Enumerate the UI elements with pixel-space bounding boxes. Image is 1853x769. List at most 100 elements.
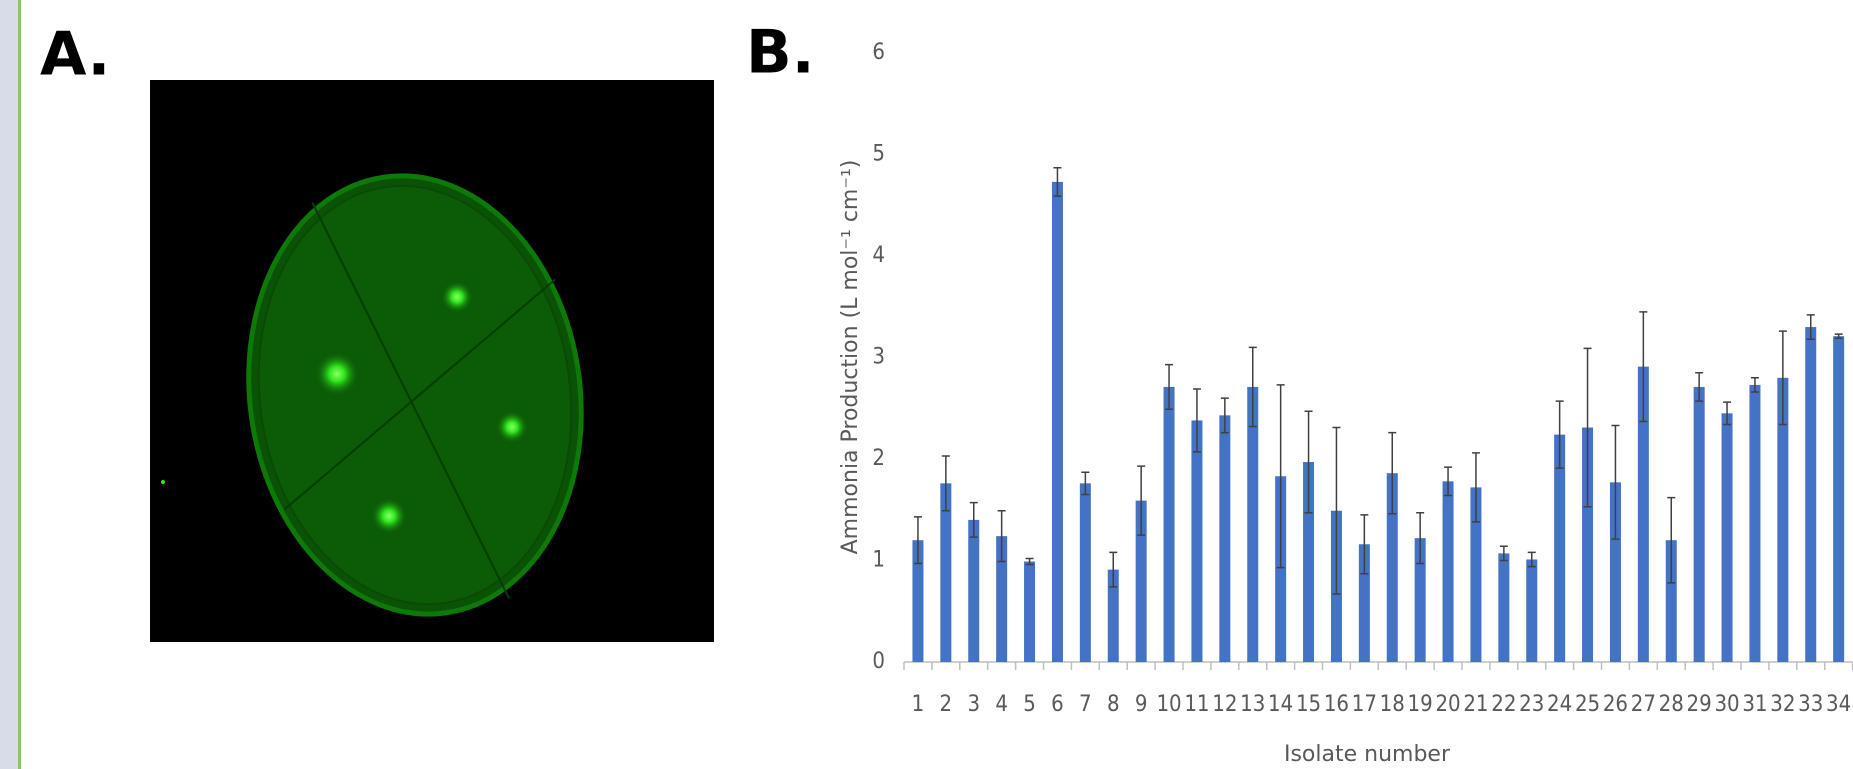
y-tick-label: 2 [872, 446, 885, 471]
bar [1386, 473, 1398, 662]
error-bar [1137, 465, 1146, 536]
error-bar [913, 516, 922, 565]
x-tick-label: 15 [1296, 692, 1321, 717]
bar [1749, 384, 1761, 662]
x-tick-label: 25 [1575, 692, 1600, 717]
x-tick-label: 31 [1742, 692, 1767, 717]
bar [1498, 553, 1510, 662]
error-bar [1611, 424, 1620, 540]
x-tick-label: 7 [1079, 692, 1092, 717]
x-tick-label: 30 [1714, 692, 1739, 717]
error-bar [1360, 514, 1369, 575]
x-tick-label: 29 [1687, 692, 1712, 717]
error-bar [997, 510, 1006, 563]
bar [1051, 181, 1063, 662]
bar [1247, 386, 1259, 662]
x-tick-label: 20 [1435, 692, 1460, 717]
bar [1135, 500, 1147, 662]
bar [1805, 327, 1817, 662]
x-tick-label: 13 [1240, 692, 1265, 717]
error-bar [1806, 314, 1815, 340]
side-strip [0, 0, 20, 769]
bar [912, 540, 924, 662]
error-bar [1416, 512, 1425, 565]
error-bar [1220, 397, 1229, 434]
error-bar [1025, 557, 1034, 566]
error-bar [1053, 166, 1062, 197]
y-tick-label: 1 [872, 548, 885, 573]
error-bar [1332, 426, 1341, 595]
bar [1219, 415, 1231, 662]
error-bar [1304, 410, 1313, 514]
panel-label: A. [40, 20, 110, 90]
y-axis-title: Ammonia Production (L mol⁻¹ cm⁻¹) [838, 160, 863, 555]
bar [1107, 569, 1119, 662]
error-bar [1834, 333, 1843, 339]
x-tick-label: 28 [1659, 692, 1684, 717]
error-bar [1192, 388, 1201, 453]
x-tick-label: 4 [995, 692, 1008, 717]
x-tick-label: 34 [1826, 692, 1851, 717]
x-tick-label: 16 [1324, 692, 1349, 717]
bar [1526, 559, 1538, 662]
plate-photo [150, 80, 714, 642]
error-bar [1471, 452, 1480, 523]
bar [1275, 476, 1287, 662]
bar [1079, 483, 1091, 662]
error-bar [1639, 311, 1648, 423]
error-bar [1583, 347, 1592, 508]
error-bar [1527, 551, 1536, 568]
bar [1442, 481, 1454, 662]
bar [940, 483, 952, 662]
error-bar [1723, 401, 1732, 426]
bar [1721, 413, 1733, 662]
x-tick-label: 11 [1184, 692, 1209, 717]
x-axis-title: Isolate number [1284, 742, 1451, 767]
bar [1833, 336, 1845, 662]
x-tick-label: 12 [1212, 692, 1237, 717]
bar-chart: Ammonia Production (L mol⁻¹ cm⁻¹) Isolat… [838, 40, 1853, 767]
error-bar [1165, 363, 1174, 411]
x-tick-label: 19 [1408, 692, 1433, 717]
bar [1303, 462, 1315, 662]
y-tick-label: 0 [872, 649, 885, 674]
x-tick-label: 21 [1463, 692, 1488, 717]
x-tick-label: 32 [1770, 692, 1795, 717]
bar [1777, 377, 1789, 662]
side-border [18, 0, 21, 769]
bar [1637, 366, 1649, 662]
x-tick-label: 14 [1268, 692, 1293, 717]
x-tick-label: 10 [1156, 692, 1181, 717]
bar [1024, 561, 1036, 662]
x-tick-label: 33 [1798, 692, 1823, 717]
x-tick-label: 3 [967, 692, 980, 717]
bar [1693, 386, 1705, 662]
error-bar [1248, 346, 1257, 428]
bar [1414, 538, 1426, 662]
x-tick-label: 24 [1547, 692, 1572, 717]
error-bar [1750, 377, 1759, 393]
bar [1582, 427, 1594, 662]
x-tick-label: 22 [1491, 692, 1516, 717]
x-tick-label: 18 [1380, 692, 1405, 717]
error-bar [1555, 400, 1564, 469]
bar [1191, 420, 1203, 662]
error-bar [1081, 471, 1090, 496]
x-tick-label: 6 [1051, 692, 1064, 717]
bar [996, 536, 1008, 662]
x-tick-label: 17 [1352, 692, 1377, 717]
y-tick-label: 4 [872, 243, 885, 268]
bar [968, 519, 980, 662]
y-tick-label: 6 [872, 40, 885, 65]
x-tick-label: 23 [1519, 692, 1544, 717]
error-bar [1109, 551, 1118, 588]
x-tick-label: 8 [1107, 692, 1120, 717]
error-bar [1695, 371, 1704, 402]
error-bar [1388, 431, 1397, 515]
x-tick-label: 1 [912, 692, 925, 717]
x-tick-label: 26 [1603, 692, 1628, 717]
error-bar [969, 501, 978, 538]
error-bar [1778, 330, 1787, 426]
bar [1163, 386, 1175, 662]
